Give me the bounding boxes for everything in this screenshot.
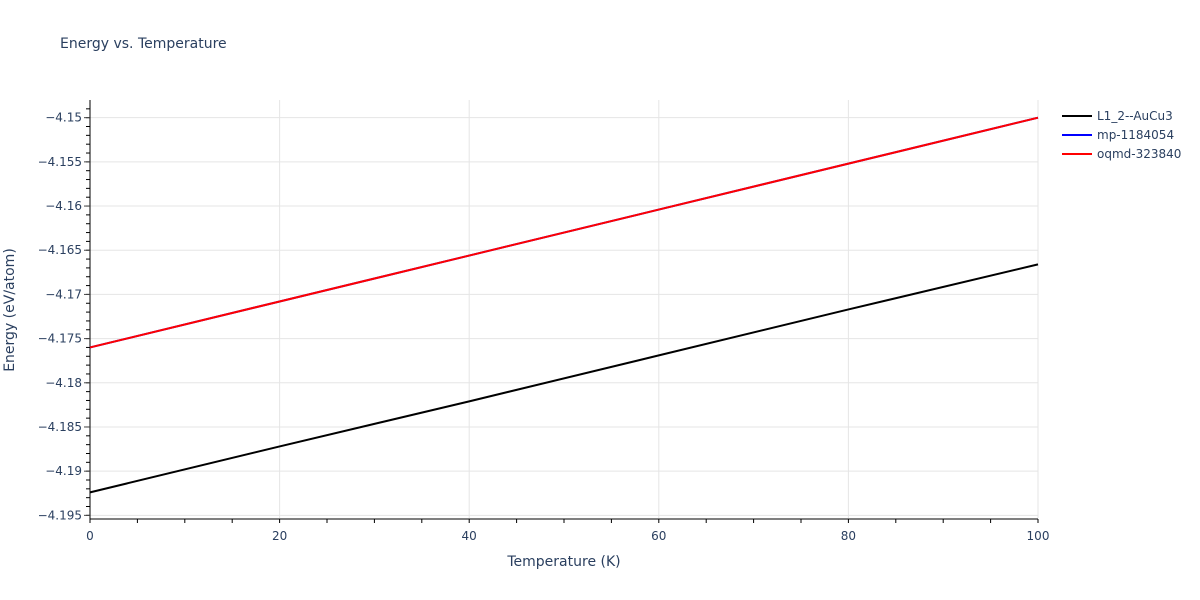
x-tick-label: 60 [651,529,666,543]
legend: L1_2--AuCu3 mp-1184054 oqmd-323840 [1062,106,1181,163]
y-tick-label: −4.195 [38,508,82,522]
y-tick-label: −4.19 [45,464,82,478]
y-tick-label: −4.15 [45,111,82,125]
y-tick-label: −4.17 [45,287,82,301]
legend-item-mp-1184054[interactable]: mp-1184054 [1062,125,1181,144]
y-tick-label: −4.175 [38,332,82,346]
legend-label: L1_2--AuCu3 [1097,108,1173,123]
y-tick-label: −4.18 [45,376,82,390]
legend-label: mp-1184054 [1097,127,1175,142]
legend-item-oqmd-323840[interactable]: oqmd-323840 [1062,144,1181,163]
x-axis-label: Temperature (K) [507,554,621,570]
legend-swatch-icon [1062,152,1092,155]
x-tick-label: 40 [462,529,477,543]
y-tick-label: −4.185 [38,420,82,434]
y-tick-label: −4.155 [38,155,82,169]
x-tick-label: 20 [272,529,287,543]
legend-swatch-icon [1062,133,1092,136]
x-tick-label: 80 [841,529,856,543]
chart-title: Energy vs. Temperature [60,36,227,52]
x-tick-label: 0 [86,529,94,543]
series-line-l1-2-aucu3[interactable] [89,263,1039,494]
y-tick-label: −4.16 [45,199,82,213]
x-tick-label: 100 [1027,529,1050,543]
y-axis-label: Energy (eV/atom) [2,248,18,372]
y-tick-label: −4.165 [38,243,82,257]
legend-item-l12-aucu3[interactable]: L1_2--AuCu3 [1062,106,1181,125]
legend-swatch-icon [1062,114,1092,117]
series-line-oqmd-323840[interactable] [89,116,1039,349]
legend-label: oqmd-323840 [1097,146,1182,161]
